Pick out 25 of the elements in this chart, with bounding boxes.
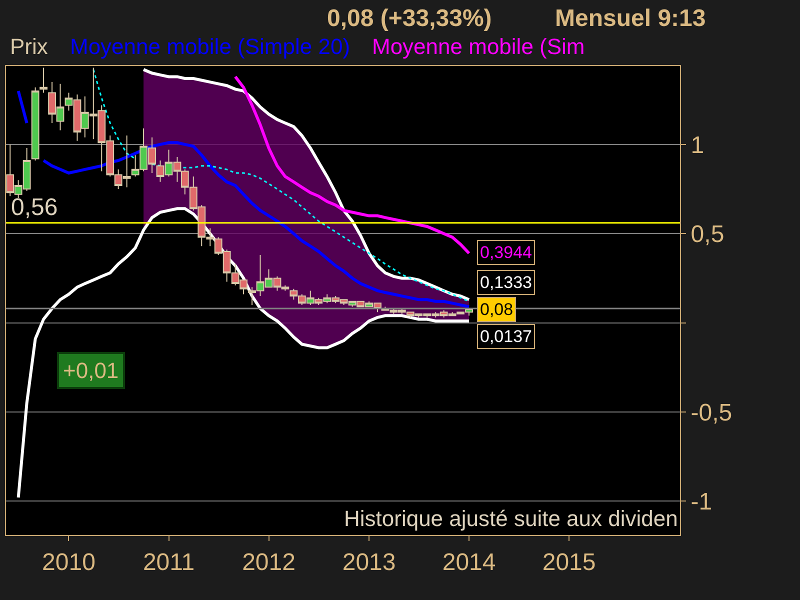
x-tick-label: 2014 bbox=[442, 548, 496, 576]
series-label: Prix bbox=[10, 34, 48, 59]
candlestick bbox=[40, 67, 48, 94]
text: Moyenne mobile (Simple 20) bbox=[70, 34, 350, 59]
chart-subtitle: Mensuel 9:13 bbox=[555, 5, 706, 32]
x-tick-label: 2010 bbox=[42, 548, 96, 576]
y-tick-label: 0,5 bbox=[690, 221, 724, 248]
x-tick-label: 2015 bbox=[542, 548, 596, 576]
x-tick-label: 2012 bbox=[242, 548, 296, 576]
y-tick-label: -1 bbox=[690, 488, 712, 516]
x-tick-label: 2011 bbox=[142, 548, 195, 576]
annotation: Historique ajusté suite aux dividen bbox=[344, 506, 678, 531]
ref-line-label: 0,56 bbox=[11, 194, 58, 221]
text: Moyenne mobile (Sim bbox=[372, 34, 585, 59]
candlestick bbox=[31, 86, 40, 162]
annotation: +0,01 bbox=[63, 358, 119, 383]
y-tick-label: -0,5 bbox=[690, 399, 732, 426]
line-series bbox=[234, 75, 471, 255]
annotation: 0,1333 bbox=[480, 273, 532, 292]
y-tick-label: 1 bbox=[690, 132, 704, 159]
x-tick-label: 2013 bbox=[342, 548, 396, 576]
chart-title: 0,08 (+33,33%) bbox=[327, 5, 492, 32]
annotation: 0,08 bbox=[480, 300, 514, 319]
annotation: 0,3944 bbox=[480, 243, 532, 262]
annotation: 0,0137 bbox=[480, 327, 532, 346]
